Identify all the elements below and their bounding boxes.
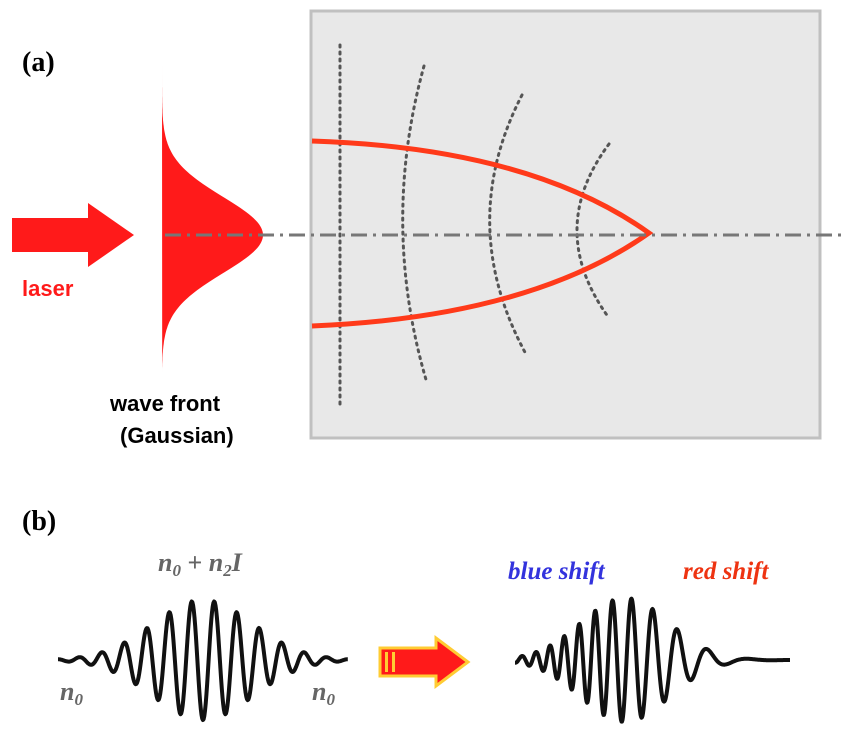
- wavefront-curved-2: [488, 93, 529, 358]
- output-chirped-pulse: [513, 596, 792, 724]
- center-index-label: n0 + n2I: [158, 548, 243, 580]
- transform-arrow: [378, 635, 471, 689]
- medium-box: [309, 9, 822, 440]
- left-index-base: n: [60, 677, 74, 706]
- right-index-label: n0: [312, 677, 335, 709]
- center-index-plus: +: [181, 548, 209, 577]
- panel-a-label: (a): [22, 47, 55, 78]
- beam-envelope: [311, 138, 654, 329]
- laser-arrow: [12, 203, 134, 267]
- left-index-sub: 0: [74, 690, 83, 709]
- wavefront-caption-line2: (Gaussian): [120, 423, 234, 448]
- center-index-coef-sub: 2: [222, 561, 232, 580]
- red-shift-label: red shift: [683, 558, 769, 585]
- left-index-label: n0: [60, 677, 83, 709]
- right-index-sub: 0: [326, 690, 335, 709]
- wavefront-caption-line1: wave front: [109, 391, 221, 416]
- wavefront-curved-3: [575, 142, 611, 320]
- wavefront-curved-1: [401, 64, 429, 385]
- center-index-base: n: [158, 548, 172, 577]
- blue-shift-label: blue shift: [508, 558, 606, 585]
- laser-label: laser: [22, 276, 74, 301]
- input-pulse: [56, 599, 350, 722]
- gaussian-wavefront: [162, 62, 263, 372]
- center-index-coef: n: [209, 548, 223, 577]
- right-index-base: n: [312, 677, 326, 706]
- center-index-base-sub: 0: [172, 561, 181, 580]
- panel-b-label: (b): [22, 506, 56, 537]
- center-index-intensity: I: [231, 548, 243, 577]
